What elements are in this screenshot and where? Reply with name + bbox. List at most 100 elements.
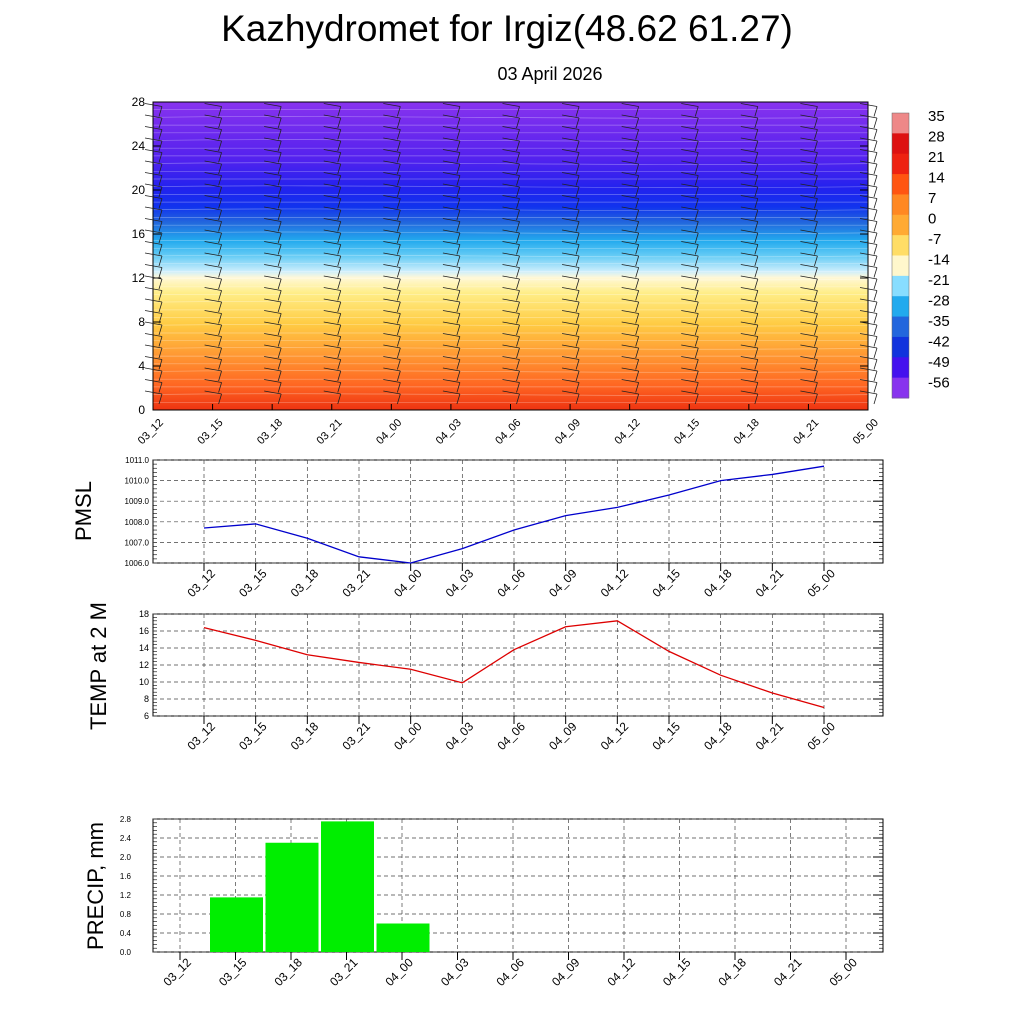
wind-barb: [337, 324, 342, 336]
wind-barb: [754, 140, 759, 152]
y-tick-label: 1.2: [120, 891, 132, 900]
wind-barb: [456, 382, 461, 393]
wind-barb: [681, 252, 699, 257]
wind-barb: [502, 137, 520, 142]
wind-barb: [323, 344, 341, 349]
wind-barb: [337, 163, 342, 175]
x-tick-label: 04_09: [546, 719, 580, 753]
wind-barb: [337, 244, 342, 255]
wind-barb: [396, 152, 401, 163]
wind-barb: [754, 370, 759, 382]
wind-barb: [694, 209, 699, 221]
wind-barb: [277, 106, 282, 117]
y-tick-label: 2.8: [120, 815, 132, 824]
wind-barb: [337, 152, 342, 163]
wind-barb: [264, 287, 282, 291]
y-tick-label: 14: [139, 643, 149, 653]
wind-barb: [442, 183, 460, 188]
wind-barb: [264, 126, 282, 130]
wind-barb: [323, 195, 341, 199]
wind-barb: [814, 278, 818, 290]
wind-barb: [859, 218, 878, 222]
wind-barb: [635, 198, 640, 209]
wind-barb: [337, 301, 342, 313]
wind-barb: [323, 160, 341, 165]
wind-barb: [277, 267, 282, 278]
wind-barb: [456, 221, 461, 232]
wind-barb: [754, 198, 759, 209]
wind-barb: [337, 175, 342, 186]
wind-barb: [635, 382, 640, 393]
wind-barb: [740, 103, 758, 107]
wind-barb: [277, 382, 282, 393]
wind-barb: [635, 255, 640, 267]
wind-barb: [575, 382, 580, 393]
wind-barb: [264, 137, 282, 142]
wind-barb: [621, 287, 639, 291]
x-tick-label: 05_00: [851, 417, 881, 447]
wind-barb: [456, 336, 461, 347]
wind-barb: [575, 198, 580, 209]
wind-barb: [814, 209, 818, 221]
wind-barb: [383, 172, 401, 176]
wind-barb: [814, 336, 818, 347]
x-tick-label: 04_21: [791, 417, 821, 447]
wind-barb: [859, 126, 878, 130]
wind-barb: [502, 390, 520, 395]
wind-barb: [516, 221, 520, 232]
wind-barb: [635, 140, 640, 152]
wind-barb: [562, 333, 580, 337]
wind-barb: [337, 313, 342, 324]
wind-barb: [754, 393, 759, 405]
wind-barb: [277, 129, 282, 140]
wind-barb: [814, 129, 818, 140]
wind-barb: [621, 229, 639, 234]
wind-barb: [383, 390, 401, 395]
wind-barb: [158, 393, 163, 405]
wind-barb: [323, 241, 341, 245]
wind-barb: [754, 301, 759, 313]
colorbar-swatch: [892, 214, 909, 236]
wind-barb: [694, 370, 699, 382]
wind-barb: [277, 221, 282, 232]
x-tick-label: 03_12: [160, 955, 194, 989]
wind-barb: [800, 275, 818, 280]
wind-barb: [277, 255, 282, 267]
wind-barb: [635, 117, 640, 129]
wind-barb: [635, 129, 640, 140]
wind-barb: [681, 390, 699, 395]
wind-barb: [144, 241, 163, 245]
isoline: [152, 324, 869, 327]
wind-barb: [694, 198, 699, 209]
y-axis-label: PRECIP, mm: [83, 822, 108, 950]
wind-barb: [814, 232, 818, 244]
wind-barb: [681, 264, 699, 268]
x-tick-label: 04_00: [382, 955, 416, 989]
wind-barb: [264, 195, 282, 199]
wind-barb: [277, 175, 282, 186]
colorbar-label: -49: [928, 354, 950, 371]
wind-barb: [323, 172, 341, 176]
wind-barb: [859, 344, 878, 349]
chart-title: Kazhydromet for Irgiz(48.62 61.27): [221, 8, 793, 49]
wind-barb: [502, 195, 520, 199]
wind-barb: [456, 106, 461, 117]
x-tick-label: 04_21: [753, 719, 787, 753]
wind-barb: [323, 218, 341, 222]
wind-barb: [575, 347, 580, 359]
wind-barb: [383, 229, 401, 234]
wind-barb: [800, 310, 818, 314]
wind-barb: [873, 278, 878, 290]
wind-barb: [681, 298, 699, 303]
wind-barb: [740, 298, 758, 303]
wind-barb: [456, 117, 461, 129]
wind-barb: [323, 275, 341, 280]
wind-barb: [264, 321, 282, 326]
wind-barb: [383, 126, 401, 130]
wind-barb: [144, 114, 163, 119]
wind-barb: [158, 129, 163, 140]
wind-barb: [442, 137, 460, 142]
wind-barb: [277, 313, 282, 324]
temperature-field: [153, 102, 868, 410]
wind-barb: [383, 333, 401, 337]
